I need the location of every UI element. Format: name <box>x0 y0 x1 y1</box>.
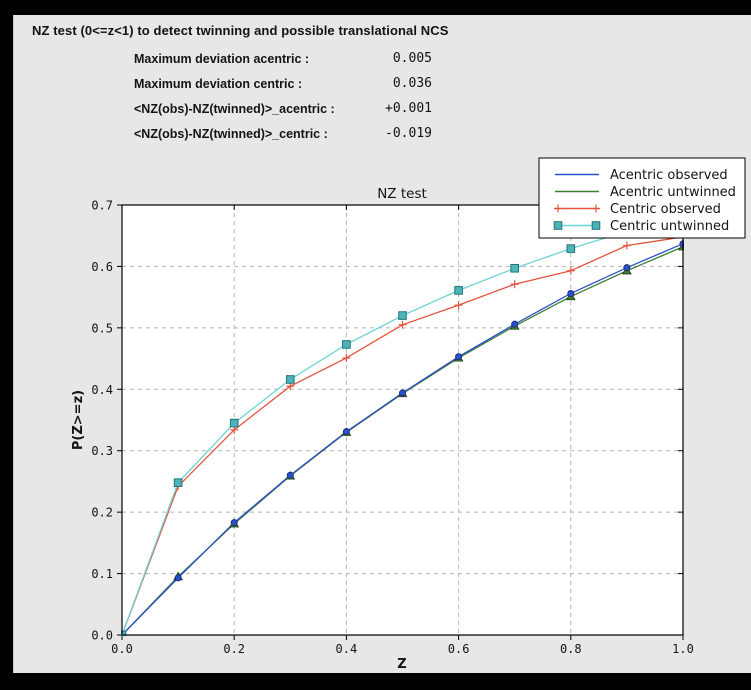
y-tick-label: 0.3 <box>91 444 113 458</box>
x-tick-label: 0.4 <box>336 642 358 656</box>
stat-row: <NZ(obs)-NZ(twinned)>_acentric : +0.001 <box>134 101 432 117</box>
stat-label: <NZ(obs)-NZ(twinned)>_acentric : <box>134 102 335 116</box>
y-tick-label: 0.7 <box>91 199 113 213</box>
stat-label: <NZ(obs)-NZ(twinned)>_centric : <box>134 127 328 141</box>
marker-square <box>553 221 563 230</box>
stat-row: Maximum deviation centric : 0.036 <box>134 76 432 92</box>
marker-square <box>510 263 519 273</box>
stat-value: +0.001 <box>385 101 432 116</box>
marker-circle <box>623 264 631 272</box>
nz-test-plot-svg: 0.0 0.2 0.4 0.6 0.8 1.0 0.0 0.1 0.2 0.3 0.4 0.5 0.6 0… <box>71 157 746 672</box>
marker-square <box>342 340 351 349</box>
marker-square <box>229 418 239 428</box>
marker-circle <box>286 471 294 479</box>
x-tick-label: 0.0 <box>111 642 133 656</box>
legend-label: Acentric observed <box>610 168 728 183</box>
plot-border <box>121 204 684 636</box>
marker-circle <box>174 574 182 582</box>
stat-value: 0.036 <box>392 76 432 91</box>
y-tick-label: 0.4 <box>91 383 113 397</box>
x-axis-label: Z <box>397 657 406 672</box>
legend-label: Centric untwinned <box>610 219 729 234</box>
marker-circle <box>567 289 575 297</box>
stat-label: Maximum deviation centric : <box>134 77 303 91</box>
stat-row: <NZ(obs)-NZ(twinned)>_centric : -0.019 <box>134 126 432 142</box>
marker-square <box>286 375 295 384</box>
stat-row: Maximum deviation acentric : 0.005 <box>134 51 432 67</box>
marker-square <box>173 478 183 487</box>
plot-background <box>122 205 683 635</box>
y-tick-label: 0.1 <box>91 567 113 581</box>
marker-circle <box>398 389 406 397</box>
marker-square <box>566 244 576 253</box>
x-tick-label: 1.0 <box>672 642 694 656</box>
marker-circle <box>230 519 238 527</box>
marker-circle <box>342 428 350 436</box>
page-title: NZ test (0<=z<1) to detect twinning and … <box>32 23 449 38</box>
legend: Acentric observed Acentric untwinned Centr… <box>538 157 746 239</box>
legend-label: Centric observed <box>610 202 721 217</box>
y-tick-label: 0.2 <box>91 506 113 520</box>
marker-square <box>591 221 601 230</box>
plot-title: NZ test <box>377 186 427 202</box>
statistics-block: Maximum deviation acentric : 0.005 Maxim… <box>134 51 434 151</box>
stat-value: -0.019 <box>385 126 432 141</box>
legend-box <box>538 157 746 239</box>
marker-square <box>454 286 463 295</box>
marker-square <box>398 311 407 320</box>
marker-circle <box>511 320 519 328</box>
y-tick-label: 0.6 <box>91 260 113 274</box>
x-tick-label: 0.2 <box>223 642 245 656</box>
series-group <box>121 211 684 636</box>
y-axis-label: P(Z>=z) <box>71 390 86 450</box>
legend-label: Acentric untwinned <box>610 185 736 200</box>
y-tick-label: 0.0 <box>91 629 113 643</box>
x-tick-label: 0.6 <box>448 642 470 656</box>
stat-label: Maximum deviation acentric : <box>134 52 310 66</box>
nz-test-chart: 0.0 0.2 0.4 0.6 0.8 1.0 0.0 0.1 0.2 0.3 0.4 0.5 0.6 0… <box>14 155 751 675</box>
marker-circle <box>455 353 463 361</box>
plot-window-panel: NZ test (0<=z<1) to detect twinning and … <box>13 15 751 673</box>
stat-value: 0.005 <box>392 51 432 66</box>
y-tick-label: 0.5 <box>91 321 113 335</box>
x-tick-label: 0.8 <box>560 642 582 656</box>
